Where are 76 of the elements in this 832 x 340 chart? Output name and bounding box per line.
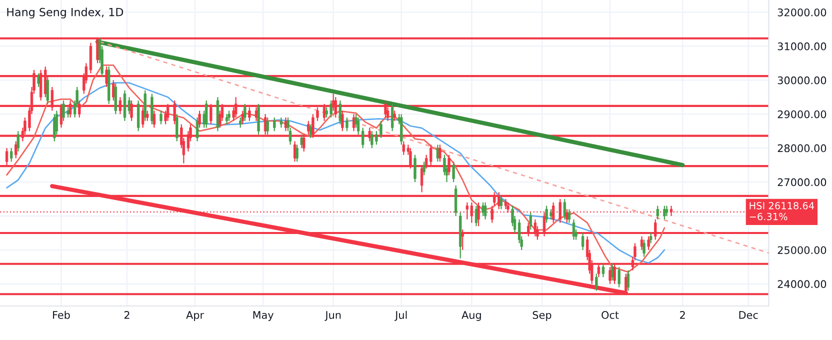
- y-tick-label: 31000.00: [778, 42, 826, 50]
- candlestick: [196, 116, 199, 142]
- candlestick: [484, 202, 487, 220]
- x-tick-label: 2: [124, 311, 130, 319]
- x-tick-label: May: [253, 311, 274, 321]
- candlestick: [152, 110, 156, 128]
- candlestick: [626, 270, 630, 292]
- candlestick: [452, 161, 455, 183]
- candlestick: [198, 110, 201, 128]
- candlestick: [146, 110, 149, 122]
- x-tick-label: Dec: [739, 311, 758, 319]
- candlestick: [436, 144, 440, 162]
- x-tick-label: Feb: [53, 310, 70, 319]
- y-tick-label: 29000.00: [778, 110, 826, 118]
- candlestick: [647, 236, 650, 251]
- candlestick: [438, 144, 442, 162]
- candlestick: [239, 116, 242, 128]
- candlestick: [663, 205, 666, 220]
- x-tick-label: Jun: [324, 311, 341, 321]
- candlestick: [136, 100, 140, 132]
- x-tick-label: Aug: [462, 311, 481, 321]
- x-tick-label: Sep: [532, 311, 552, 321]
- ref-line-label: HSI 26118.64 −6.31%: [750, 202, 814, 220]
- y-tick-label: 27000.00: [778, 178, 826, 186]
- candlestick: [650, 232, 652, 244]
- x-tick-label: Jul: [394, 310, 407, 321]
- candlestick: [300, 134, 303, 149]
- candlestick: [454, 184, 458, 217]
- candlestick: [225, 114, 228, 125]
- candlestick: [529, 212, 532, 230]
- candlestick: [338, 100, 342, 125]
- y-tick-label: 32000.00: [778, 8, 826, 16]
- candlestick: [422, 161, 426, 176]
- candlestick: [341, 110, 344, 132]
- candlestick: [602, 262, 605, 278]
- x-tick-label: Oct: [602, 311, 619, 319]
- candlestick: [618, 266, 620, 288]
- candlestick: [500, 195, 503, 210]
- candlestick: [150, 93, 154, 125]
- x-tick-label: 2: [680, 311, 685, 319]
- y-tick-label: 24000.00: [778, 280, 826, 288]
- candlestick: [123, 90, 126, 122]
- candlestick: [482, 202, 484, 217]
- y-tick-label: 28000.00: [778, 144, 826, 152]
- candlestick: [414, 154, 416, 183]
- candlestick: [390, 103, 394, 132]
- candlestick: [581, 232, 584, 251]
- candlestick: [176, 114, 178, 142]
- y-tick-label: 30000.00: [778, 76, 826, 84]
- candlestick: [563, 198, 566, 220]
- candlestick: [568, 208, 571, 224]
- candlestick: [266, 116, 269, 136]
- candlestick: [144, 90, 146, 122]
- candlestick: [400, 114, 403, 146]
- candlestick: [280, 116, 283, 128]
- y-tick-label: 25000.00: [778, 246, 826, 254]
- candlestick: [228, 110, 230, 122]
- candlestick: [160, 110, 162, 125]
- candlestick: [241, 110, 244, 125]
- candlestick: [545, 205, 548, 224]
- candlestick: [656, 205, 659, 220]
- candlestick: [665, 205, 668, 217]
- candlestick: [205, 100, 208, 128]
- x-tick-label: Apr: [186, 311, 204, 321]
- candlestick: [244, 103, 246, 122]
- candlestick: [296, 144, 298, 162]
- candlestick: [393, 110, 396, 122]
- candlestick: [595, 273, 598, 292]
- candlestick: [504, 198, 508, 210]
- candlestick: [309, 124, 312, 138]
- candlestick: [257, 103, 260, 136]
- candlestick: [642, 239, 646, 258]
- candlestick: [402, 140, 406, 156]
- candlestick: [273, 116, 276, 132]
- text: Hang Seng Index, 1D: [7, 8, 124, 18]
- candlestick: [346, 116, 348, 132]
